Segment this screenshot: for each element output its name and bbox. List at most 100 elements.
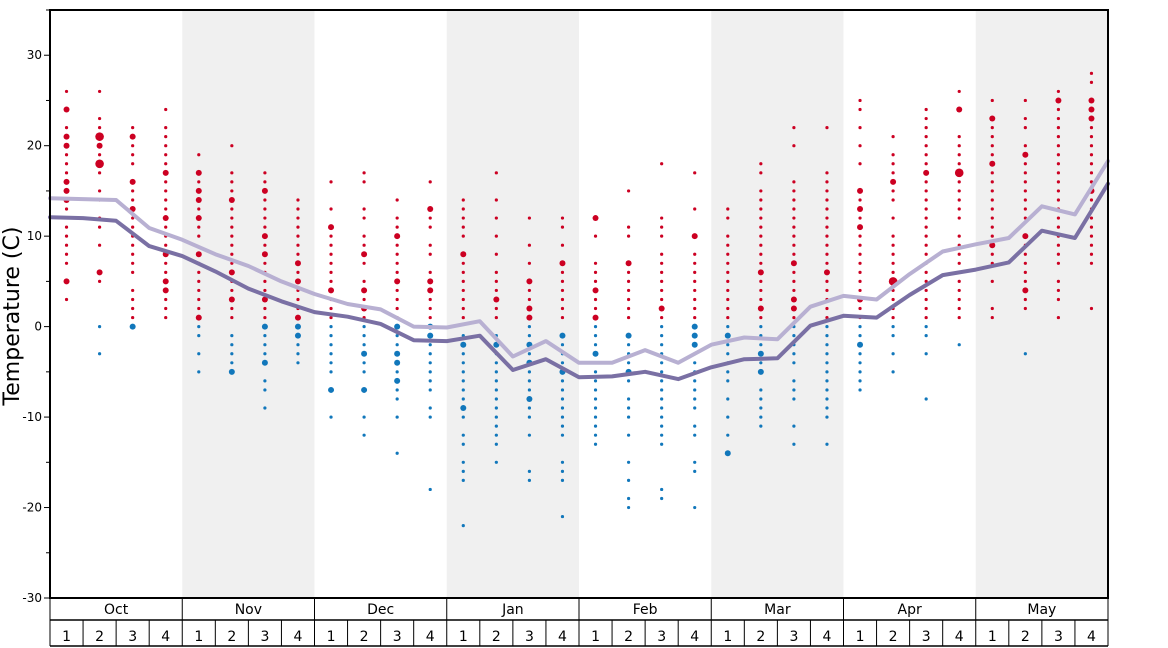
- high-temp-point: [924, 198, 928, 202]
- high-temp-point: [1056, 198, 1061, 202]
- low-temp-point: [660, 325, 664, 329]
- high-temp-point: [164, 261, 168, 265]
- high-temp-point: [924, 207, 928, 211]
- low-temp-point: [428, 352, 432, 356]
- high-temp-point: [1056, 89, 1061, 94]
- high-temp-point: [1023, 261, 1027, 265]
- low-temp-point: [361, 386, 368, 393]
- high-temp-point: [792, 315, 796, 320]
- low-temp-point: [394, 377, 401, 384]
- low-temp-point: [394, 350, 401, 357]
- high-temp-point: [197, 153, 201, 157]
- high-temp-point: [362, 207, 366, 211]
- high-temp-point: [230, 216, 234, 220]
- high-temp-point: [890, 178, 897, 185]
- high-temp-point: [362, 216, 366, 220]
- high-temp-point: [660, 270, 664, 274]
- high-temp-point: [95, 159, 104, 169]
- high-temp-point: [759, 234, 763, 238]
- high-temp-point: [230, 171, 234, 175]
- high-temp-point: [726, 234, 730, 238]
- low-temp-point: [560, 379, 565, 383]
- low-temp-point: [560, 388, 565, 392]
- high-temp-point: [427, 206, 434, 213]
- high-temp-point: [428, 315, 432, 320]
- high-temp-point: [164, 270, 168, 274]
- high-temp-point: [395, 261, 399, 265]
- high-temp-point: [230, 225, 234, 229]
- low-temp-point: [726, 352, 730, 356]
- low-temp-point: [891, 325, 895, 329]
- high-temp-point: [954, 168, 964, 178]
- low-temp-point: [626, 406, 631, 410]
- low-temp-point: [197, 334, 201, 338]
- low-temp-point: [394, 359, 401, 366]
- high-temp-point: [693, 261, 697, 265]
- high-temp-point: [825, 315, 829, 320]
- high-temp-point: [693, 279, 697, 283]
- high-temp-point: [957, 180, 961, 184]
- high-temp-point: [726, 261, 730, 265]
- high-temp-point: [1023, 306, 1027, 311]
- week-label: 2: [227, 629, 236, 645]
- high-temp-point: [494, 288, 498, 293]
- high-temp-point: [858, 306, 862, 311]
- low-temp-point: [428, 343, 432, 347]
- low-temp-point: [726, 415, 730, 419]
- high-temp-point: [461, 198, 465, 202]
- high-temp-point: [1056, 162, 1061, 166]
- high-temp-point: [164, 315, 168, 320]
- high-temp-point: [1089, 80, 1094, 84]
- low-temp-point: [792, 379, 796, 383]
- high-temp-point: [660, 162, 664, 166]
- low-temp-point: [626, 343, 631, 347]
- week-label: 1: [723, 629, 732, 645]
- high-temp-point: [296, 225, 300, 229]
- low-temp-point: [461, 442, 465, 446]
- high-temp-point: [1056, 225, 1061, 229]
- high-temp-point: [790, 260, 797, 267]
- high-temp-point: [527, 216, 532, 220]
- low-temp-point: [461, 379, 465, 383]
- high-temp-point: [924, 216, 928, 220]
- high-temp-point: [792, 198, 796, 202]
- high-temp-point: [857, 187, 864, 194]
- high-temp-point: [1089, 144, 1094, 148]
- high-temp-point: [924, 270, 928, 274]
- low-temp-point: [693, 469, 697, 473]
- low-temp-point: [693, 406, 697, 410]
- week-label: 4: [294, 629, 303, 645]
- low-temp-point: [362, 361, 366, 365]
- high-temp-point: [560, 306, 565, 311]
- high-temp-point: [1056, 107, 1061, 112]
- high-temp-point: [362, 297, 366, 302]
- high-temp-point: [63, 178, 70, 185]
- low-temp-point: [759, 415, 763, 419]
- high-temp-point: [957, 297, 961, 302]
- high-temp-point: [263, 288, 267, 293]
- high-temp-point: [990, 153, 994, 157]
- week-label: 3: [657, 629, 666, 645]
- high-temp-point: [792, 225, 796, 229]
- high-temp-point: [1055, 97, 1062, 104]
- low-temp-point: [461, 415, 465, 419]
- low-temp-point: [891, 352, 895, 356]
- low-temp-point: [263, 334, 267, 338]
- high-temp-point: [1089, 225, 1094, 229]
- low-temp-point: [693, 379, 697, 383]
- low-temp-point: [527, 388, 532, 392]
- high-temp-point: [329, 270, 333, 274]
- high-temp-point: [924, 144, 928, 148]
- low-temp-point: [858, 352, 862, 356]
- high-temp-point: [164, 144, 168, 148]
- high-temp-point: [197, 270, 201, 274]
- week-label: 4: [426, 629, 435, 645]
- low-temp-point: [362, 370, 366, 374]
- low-temp-point: [395, 370, 399, 374]
- high-temp-point: [1056, 297, 1061, 302]
- high-temp-point: [759, 297, 763, 302]
- high-temp-point: [362, 234, 366, 238]
- week-label: 3: [1054, 629, 1063, 645]
- low-temp-point: [891, 334, 895, 338]
